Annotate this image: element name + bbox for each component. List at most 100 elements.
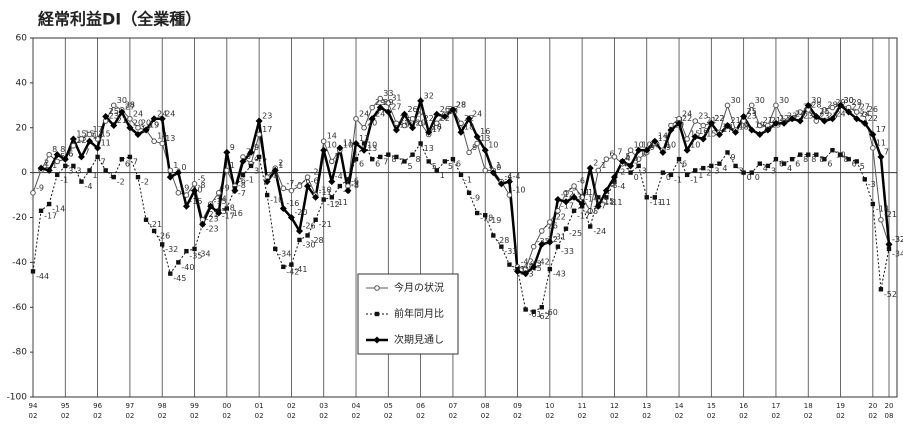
value-label: -32 — [545, 235, 558, 244]
value-label: -7 — [238, 189, 246, 198]
value-label: 8 — [60, 145, 65, 154]
value-label: 29 — [375, 98, 385, 107]
marker — [191, 187, 199, 195]
x-tick-label: 96 02 — [93, 402, 102, 420]
value-label: 30 — [755, 96, 765, 105]
marker — [741, 170, 746, 175]
marker — [869, 130, 877, 138]
value-label: 1 — [109, 171, 114, 180]
value-label: 7 — [84, 147, 89, 156]
value-label: 3 — [771, 166, 776, 175]
value-label: 3 — [254, 166, 259, 175]
value-label: 28 — [811, 100, 821, 109]
value-label: -26 — [157, 231, 170, 240]
marker — [555, 207, 561, 214]
value-label: -1 — [464, 175, 472, 184]
marker — [273, 246, 278, 252]
value-label: 1 — [52, 161, 57, 170]
marker — [853, 115, 861, 123]
value-label: 4 — [254, 154, 259, 163]
x-tick-label: 13 02 — [642, 402, 651, 420]
value-label: 3 — [642, 166, 647, 175]
value-label: 0 — [666, 173, 671, 182]
value-label: -42 — [521, 257, 534, 266]
value-label: -34 — [198, 249, 211, 258]
value-label: -1 — [690, 175, 698, 184]
value-label: -15 — [601, 197, 614, 206]
value-label: 4 — [626, 154, 631, 163]
value-label: -8 — [198, 181, 206, 190]
x-tick-label: 12 02 — [610, 402, 619, 420]
value-label: -34 — [278, 249, 291, 258]
value-label: 24 — [472, 109, 482, 118]
value-label: 3 — [76, 166, 81, 175]
x-tick-label: 15 02 — [707, 402, 716, 420]
marker — [465, 115, 473, 123]
value-label: 28 — [456, 100, 466, 109]
value-label: 3 — [714, 166, 719, 175]
marker — [102, 113, 110, 121]
value-label: -4 — [504, 172, 512, 181]
value-label: -20 — [294, 208, 307, 217]
marker — [166, 173, 174, 181]
marker — [402, 159, 407, 164]
value-label: 9 — [254, 143, 259, 152]
value-label: -23 — [206, 225, 219, 234]
value-label: -1 — [246, 175, 254, 184]
marker — [812, 113, 820, 121]
x-tick-label: 14 02 — [675, 402, 684, 420]
value-label: 28 — [456, 100, 466, 109]
value-label: -19 — [488, 216, 501, 225]
x-tick-label: 08 02 — [481, 402, 490, 420]
value-label: -9 — [222, 183, 230, 192]
value-label: -9 — [472, 193, 480, 202]
marker — [725, 150, 730, 155]
value-label: 0 — [496, 163, 501, 172]
marker — [474, 210, 480, 216]
y-tick-label: 20 — [16, 123, 28, 133]
marker — [546, 238, 554, 246]
value-label: -6 — [577, 177, 585, 186]
value-label: 6 — [68, 150, 73, 159]
value-label: 1 — [173, 161, 178, 170]
value-label: 6 — [827, 160, 832, 169]
value-label: 11 — [101, 138, 111, 147]
value-label: 13 — [424, 144, 434, 153]
marker — [854, 159, 859, 164]
marker — [829, 104, 836, 111]
value-label: 6 — [125, 160, 130, 169]
x-tick-label: 95 02 — [61, 402, 70, 420]
value-label: 9 — [730, 153, 735, 162]
marker — [691, 133, 699, 141]
y-tick-label: 40 — [16, 78, 28, 88]
marker — [199, 220, 207, 228]
value-label: 16 — [480, 127, 490, 136]
x-tick-label: 18 02 — [804, 402, 813, 420]
value-label: 14 — [93, 132, 103, 141]
marker — [287, 214, 295, 221]
marker — [175, 190, 182, 196]
marker — [378, 154, 383, 160]
value-label: -11 — [658, 198, 671, 207]
value-label: 5 — [335, 152, 340, 161]
value-label: 5 — [432, 162, 437, 171]
value-label: -26 — [545, 221, 558, 230]
marker — [373, 336, 381, 344]
marker — [393, 120, 400, 127]
marker — [174, 169, 182, 177]
value-label: -21 — [319, 220, 332, 229]
marker — [692, 168, 698, 173]
marker — [336, 144, 344, 152]
value-label: 18 — [432, 123, 442, 132]
value-label: -28 — [311, 236, 324, 245]
value-label: 11 — [343, 138, 353, 147]
value-label: 24 — [682, 109, 692, 118]
marker — [748, 126, 756, 134]
marker — [337, 183, 343, 189]
marker — [877, 153, 885, 161]
value-label: 23 — [109, 112, 119, 121]
value-label: -10 — [319, 186, 332, 195]
marker — [69, 135, 77, 143]
value-label: 27 — [125, 103, 135, 112]
value-label: 30 — [730, 96, 740, 105]
